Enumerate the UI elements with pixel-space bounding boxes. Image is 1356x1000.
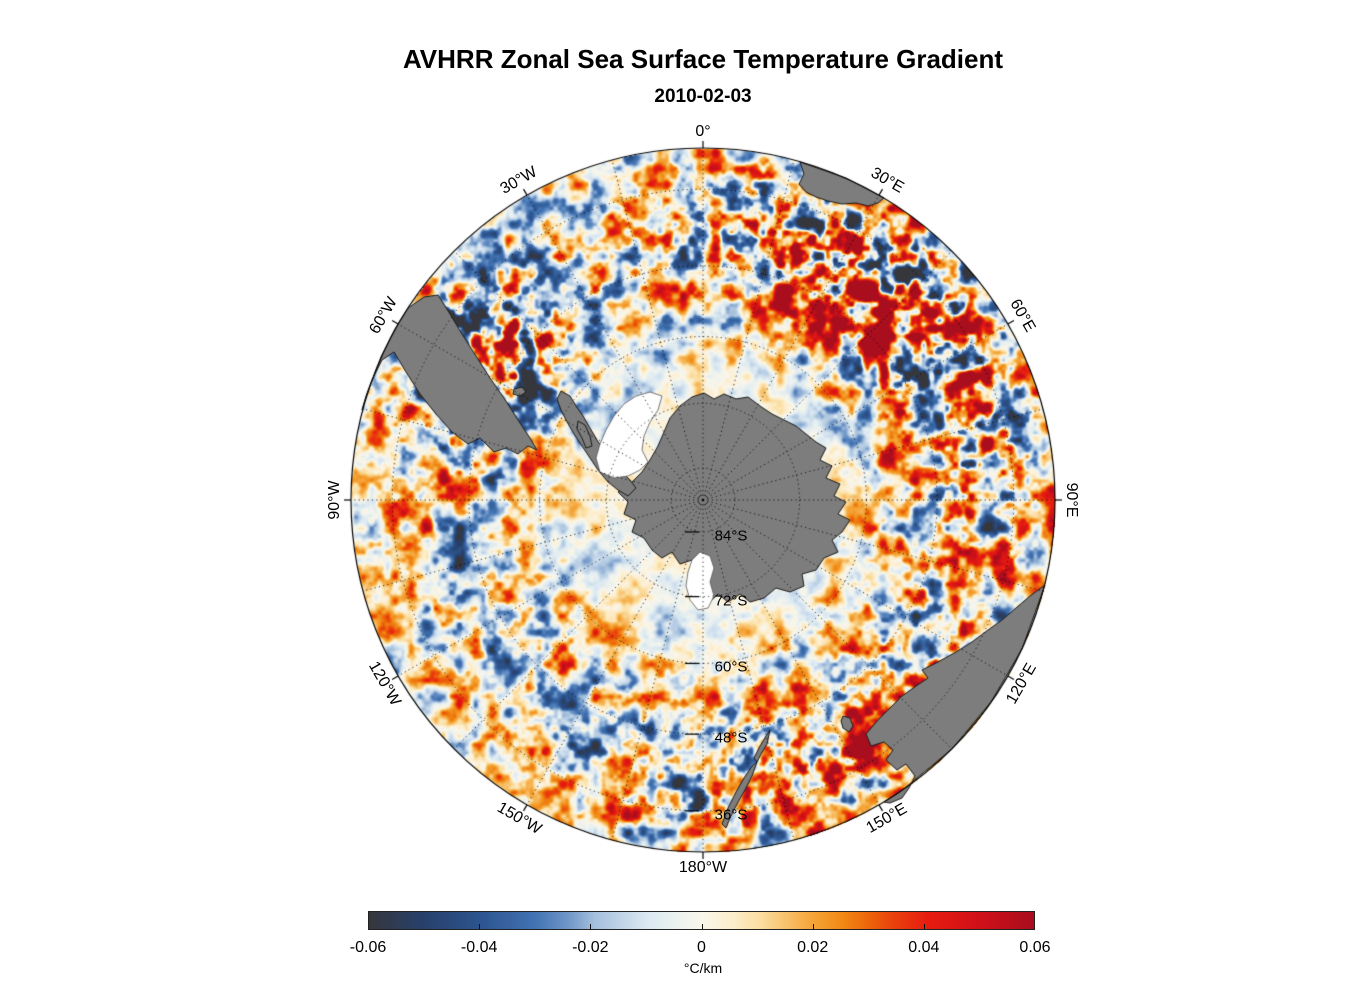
- colorbar-tick-label: 0.06: [1019, 939, 1051, 956]
- colorbar-tick: [590, 924, 592, 929]
- colorbar-tick-label: -0.02: [572, 939, 609, 956]
- parallel-label: 48°S: [714, 729, 748, 747]
- colorbar-tick: [701, 924, 703, 929]
- colorbar-tick-label: -0.06: [349, 939, 387, 956]
- meridian-label: 180°W: [678, 859, 728, 876]
- colorbar-tick-label: -0.04: [460, 939, 498, 956]
- meridian-label: 90°E: [1063, 482, 1080, 518]
- map-canvas: [323, 120, 1083, 880]
- parallel-label: 60°S: [714, 658, 748, 676]
- colorbar-tick: [923, 924, 925, 929]
- parallel-label: 72°S: [714, 592, 748, 610]
- colorbar-tick-label: 0.02: [797, 939, 829, 956]
- parallel-label: 36°S: [714, 806, 748, 824]
- figure-title: AVHRR Zonal Sea Surface Temperature Grad…: [402, 44, 1004, 74]
- colorbar-units-label: °C/km: [683, 960, 723, 976]
- meridian-label: 90°W: [326, 480, 343, 520]
- colorbar-tick: [479, 924, 481, 929]
- parallel-label: 84°S: [714, 527, 748, 545]
- meridian-label: 0°: [695, 123, 711, 140]
- figure-date: 2010-02-03: [654, 86, 752, 107]
- colorbar-tick-label: 0.04: [908, 939, 940, 956]
- colorbar-tick: [812, 924, 814, 929]
- colorbar-tick-label: 0: [697, 939, 706, 956]
- colorbar-gradient: [368, 911, 1035, 930]
